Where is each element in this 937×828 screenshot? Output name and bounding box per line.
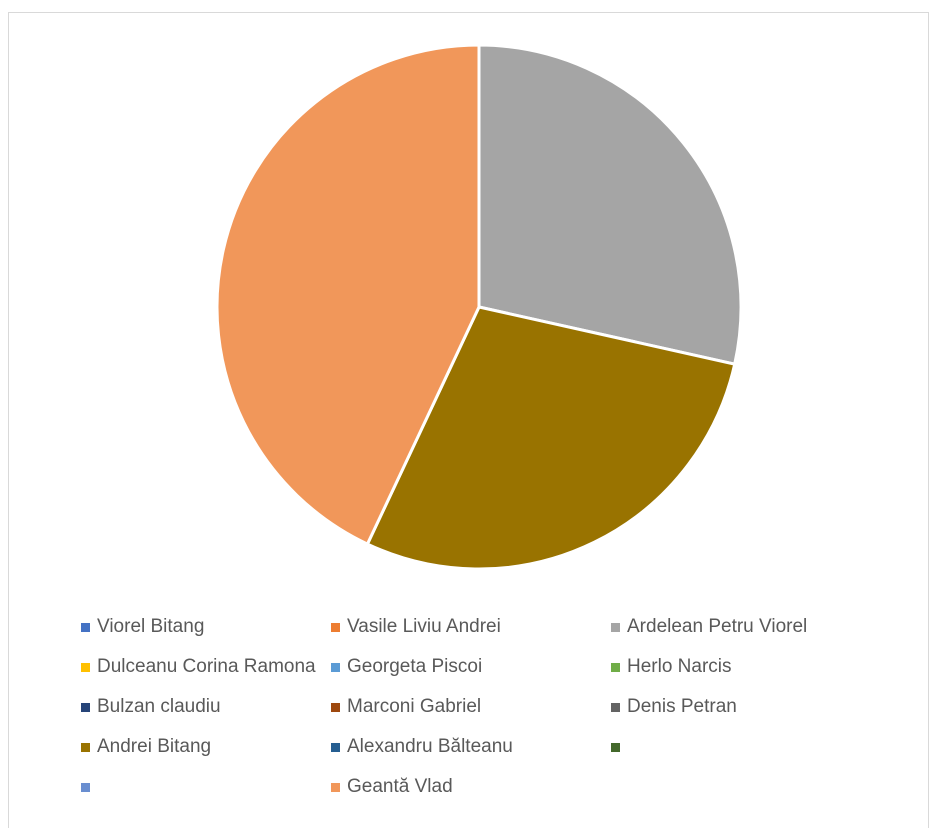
legend-swatch xyxy=(81,702,90,712)
legend-swatch xyxy=(331,782,340,792)
legend-label: Georgeta Piscoi xyxy=(347,656,483,677)
legend-swatch xyxy=(331,742,340,752)
legend-label: Viorel Bitang xyxy=(97,616,205,637)
legend-swatch xyxy=(611,742,620,752)
legend-item: Geantă Vlad xyxy=(331,773,453,801)
legend-label: Bulzan claudiu xyxy=(97,696,221,717)
legend-label: Andrei Bitang xyxy=(97,736,212,757)
legend-swatch xyxy=(331,702,340,712)
legend-swatch xyxy=(611,702,620,712)
legend-item: Bulzan claudiu xyxy=(81,693,221,721)
legend-swatch xyxy=(331,662,340,672)
legend-label: Denis Petran xyxy=(627,696,737,717)
legend-item: Ardelean Petru Viorel xyxy=(611,613,807,641)
legend-item: Vasile Liviu Andrei xyxy=(331,613,501,641)
legend-item xyxy=(611,733,627,761)
chart-area: Viorel Bitang Vasile Liviu Andrei Ardelean… xyxy=(8,12,929,828)
legend-item: Marconi Gabriel xyxy=(331,693,481,721)
legend-label: Dulceanu Corina Ramona xyxy=(97,656,316,677)
legend-swatch xyxy=(81,782,90,792)
legend-item: Herlo Narcis xyxy=(611,653,732,681)
legend-label: Alexandru Bălteanu xyxy=(347,736,513,757)
legend-label: Vasile Liviu Andrei xyxy=(347,616,501,637)
legend-label: Ardelean Petru Viorel xyxy=(627,616,808,637)
legend-label: Geantă Vlad xyxy=(347,776,453,797)
legend-item: Alexandru Bălteanu xyxy=(331,733,513,761)
pie-slice xyxy=(477,43,743,366)
legend-swatch xyxy=(611,622,620,632)
legend-item: Denis Petran xyxy=(611,693,737,721)
legend-swatch xyxy=(81,742,90,752)
legend-item: Andrei Bitang xyxy=(81,733,211,761)
pie-slice xyxy=(365,305,737,571)
legend-swatch xyxy=(81,662,90,672)
pie-slice xyxy=(215,43,481,547)
legend-item xyxy=(81,773,97,801)
legend-item: Viorel Bitang xyxy=(81,613,204,641)
legend-swatch xyxy=(611,662,620,672)
pie-chart xyxy=(215,43,743,571)
legend-swatch xyxy=(331,622,340,632)
legend-item: Georgeta Piscoi xyxy=(331,653,482,681)
legend-item: Dulceanu Corina Ramona xyxy=(81,653,316,681)
legend-label: Herlo Narcis xyxy=(627,656,732,677)
legend-swatch xyxy=(81,622,90,632)
legend-label: Marconi Gabriel xyxy=(347,696,482,717)
